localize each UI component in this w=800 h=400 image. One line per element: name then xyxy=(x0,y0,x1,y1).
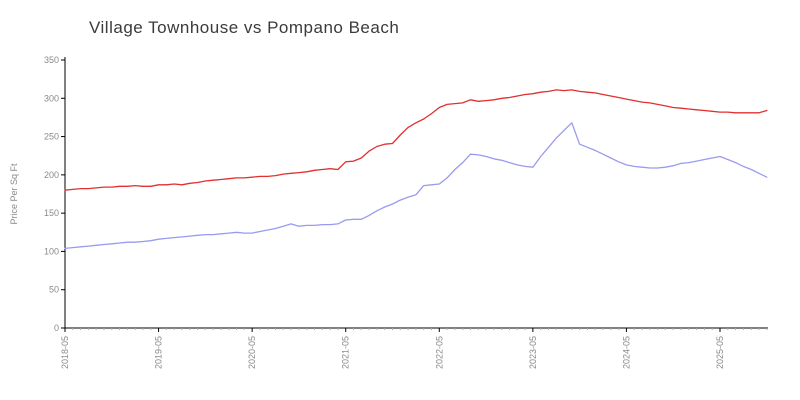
y-tick-label: 50 xyxy=(49,285,59,295)
line-village-townhouse xyxy=(64,89,768,191)
y-tick-label: 200 xyxy=(44,170,59,180)
x-tick-label: 2018-05 xyxy=(60,336,70,369)
x-tick-label: 2019-05 xyxy=(154,336,164,369)
y-tick-label: 300 xyxy=(44,93,59,103)
x-tick-label: 2020-05 xyxy=(247,336,257,369)
x-tick-label: 2021-05 xyxy=(341,336,351,369)
y-tick-label: 350 xyxy=(44,55,59,65)
y-tick-label: 0 xyxy=(54,323,59,333)
chart-title: Village Townhouse vs Pompano Beach xyxy=(89,18,400,37)
y-tick-label: 100 xyxy=(44,246,59,256)
y-tick-label: 150 xyxy=(44,208,59,218)
x-tick-label: 2024-05 xyxy=(621,336,631,369)
y-tick-label: 250 xyxy=(44,132,59,142)
line-pompano-beach xyxy=(64,122,768,250)
x-tick-label: 2023-05 xyxy=(528,336,538,369)
y-axis-title: Price Per Sq Ft xyxy=(9,163,19,225)
x-tick-label: 2025-05 xyxy=(715,336,725,369)
x-tick-label: 2022-05 xyxy=(434,336,444,369)
